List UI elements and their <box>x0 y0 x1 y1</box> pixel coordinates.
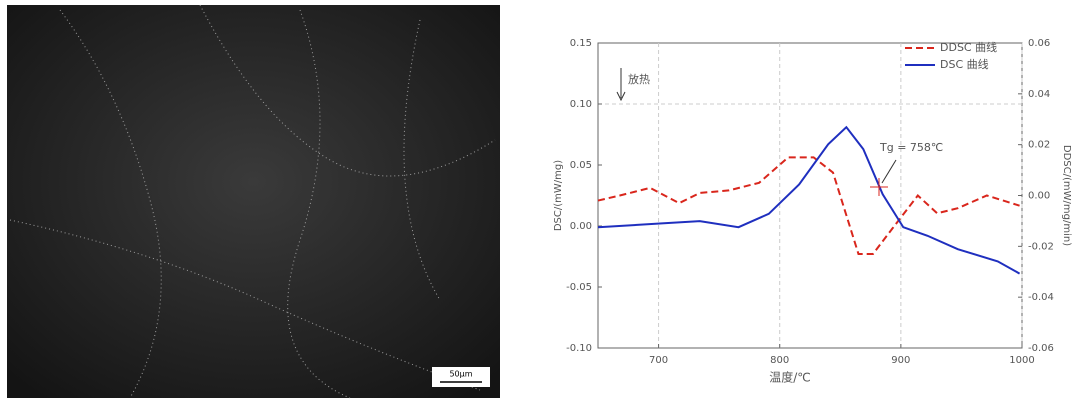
y-tick-label: 0.15 <box>570 38 592 49</box>
y-tick-label: -0.10 <box>566 343 592 354</box>
y2-tick-label: 0.04 <box>1028 89 1050 100</box>
y-tick-label: 0.05 <box>570 160 592 171</box>
arrow-head <box>616 91 626 102</box>
y-tick-label: 0.00 <box>570 221 592 232</box>
scale-bar-label: 50μm <box>449 370 472 379</box>
legend-label: DSC 曲线 <box>940 57 989 71</box>
y2-tick-label: 0.00 <box>1028 191 1050 202</box>
x-axis-label: 温度/℃ <box>769 370 811 385</box>
tg-marker <box>870 178 888 196</box>
x-tick-label: 800 <box>770 355 789 366</box>
x-tick-label: 1000 <box>1009 355 1034 366</box>
y2-tick-label: 0.06 <box>1028 38 1050 49</box>
y-tick-label: 0.10 <box>570 99 592 110</box>
micrograph-image <box>7 5 500 398</box>
x-tick-label: 700 <box>649 355 668 366</box>
series-line <box>597 156 1020 255</box>
y2-tick-label: -0.02 <box>1028 241 1054 252</box>
chart: 700 800 900 1000 0.15 0.10 0.05 0.00 -0.05 -0.10 0… <box>553 38 1072 385</box>
annotation: Tg = 758℃ <box>879 141 943 154</box>
annotation: 放热 <box>628 72 650 86</box>
grain-boundaries <box>9 4 496 399</box>
y2-axis-label: DDSC/(mW/mg/min) <box>1061 145 1072 246</box>
legend-label: DDSC 曲线 <box>940 40 997 54</box>
tg-arrow <box>881 159 897 184</box>
y-axis-label: DSC/(mW/mg) <box>553 160 564 231</box>
series-line <box>597 125 1021 275</box>
y2-tick-label: -0.06 <box>1028 343 1054 354</box>
plot-frame <box>597 42 1023 349</box>
y-tick-label: -0.05 <box>566 282 592 293</box>
y2-tick-label: -0.04 <box>1028 292 1054 303</box>
y2-tick-label: 0.02 <box>1028 140 1050 151</box>
micrograph: 50μm <box>7 4 500 399</box>
x-tick-label: 900 <box>891 355 910 366</box>
